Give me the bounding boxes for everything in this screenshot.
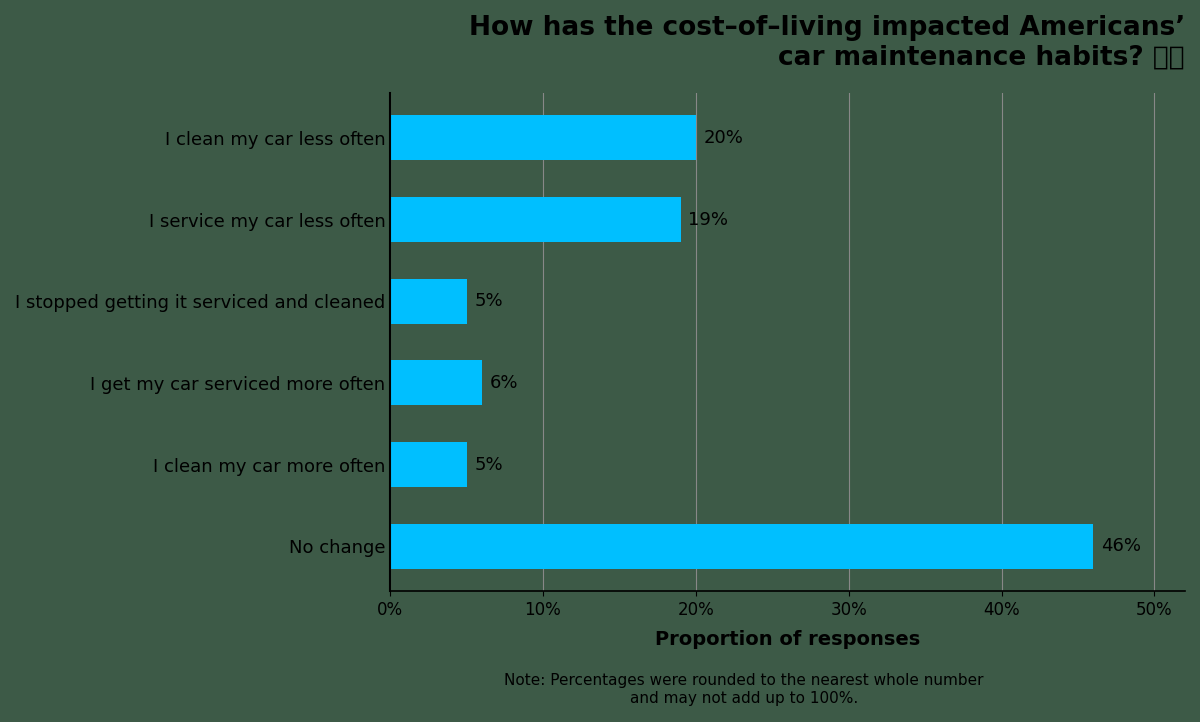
Text: 46%: 46%	[1100, 537, 1141, 555]
Bar	[390, 279, 467, 323]
Text: 6%: 6%	[490, 374, 518, 392]
X-axis label: Proportion of responses: Proportion of responses	[655, 630, 920, 649]
Bar	[390, 197, 680, 242]
Bar	[390, 360, 482, 405]
Bar	[390, 116, 696, 160]
Text: Note: Percentages were rounded to the nearest whole number
and may not add up to: Note: Percentages were rounded to the ne…	[504, 674, 984, 705]
Text: How has the cost–of–living impacted Americans’
car maintenance habits? 🇺🇸: How has the cost–of–living impacted Amer…	[469, 15, 1186, 71]
Text: 5%: 5%	[474, 292, 503, 310]
Text: 5%: 5%	[474, 456, 503, 474]
Text: 20%: 20%	[703, 129, 743, 147]
Bar	[390, 442, 467, 487]
Bar	[390, 524, 1093, 569]
Text: 19%: 19%	[688, 211, 728, 229]
